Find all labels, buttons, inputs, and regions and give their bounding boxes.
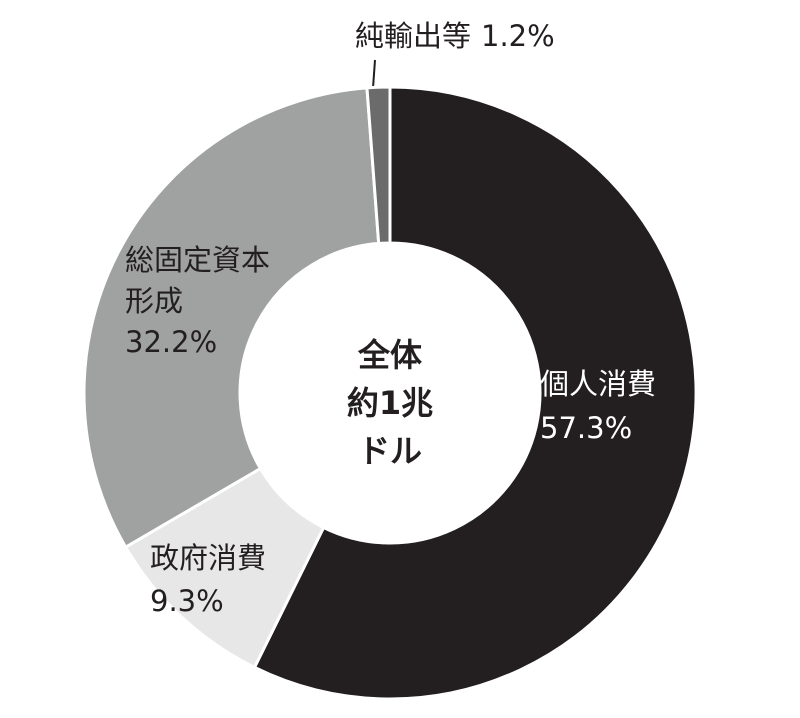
text-line: 個人消費 <box>540 367 656 401</box>
text-line: 形成 <box>125 284 183 318</box>
value-label: 57.3% <box>540 411 632 445</box>
donut-slice <box>82 86 381 550</box>
category-label: 個人消費 <box>540 367 656 401</box>
value-label: 1.2% <box>481 19 555 53</box>
text-line: 総固定資本 <box>125 243 270 277</box>
leader-line <box>372 59 376 89</box>
center-label: 全体約1兆ドル <box>347 336 433 470</box>
donut-slice <box>365 85 392 246</box>
text-line: ドル <box>358 432 422 470</box>
text-line: 政府消費 <box>150 541 266 575</box>
category-label: 政府消費 <box>150 541 266 575</box>
text-line: 全体 <box>357 336 422 374</box>
category-label: 総固定資本形成 <box>125 243 270 318</box>
value-label: 32.2% <box>125 325 217 359</box>
value-label: 9.3% <box>150 584 224 618</box>
donut-slice <box>252 85 698 701</box>
category-label: 純輸出等 <box>355 19 471 53</box>
text-line: 約1兆 <box>347 384 433 422</box>
